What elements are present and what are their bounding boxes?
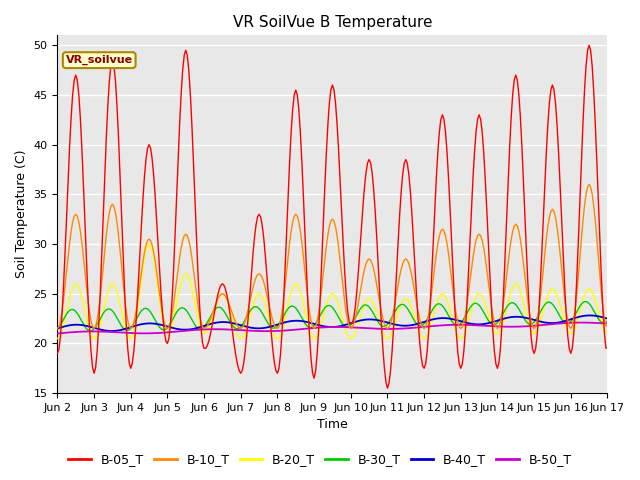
Text: VR_soilvue: VR_soilvue xyxy=(66,55,132,65)
Title: VR SoilVue B Temperature: VR SoilVue B Temperature xyxy=(233,15,432,30)
X-axis label: Time: Time xyxy=(317,419,348,432)
Y-axis label: Soil Temperature (C): Soil Temperature (C) xyxy=(15,150,28,278)
Legend: B-05_T, B-10_T, B-20_T, B-30_T, B-40_T, B-50_T: B-05_T, B-10_T, B-20_T, B-30_T, B-40_T, … xyxy=(63,448,577,471)
